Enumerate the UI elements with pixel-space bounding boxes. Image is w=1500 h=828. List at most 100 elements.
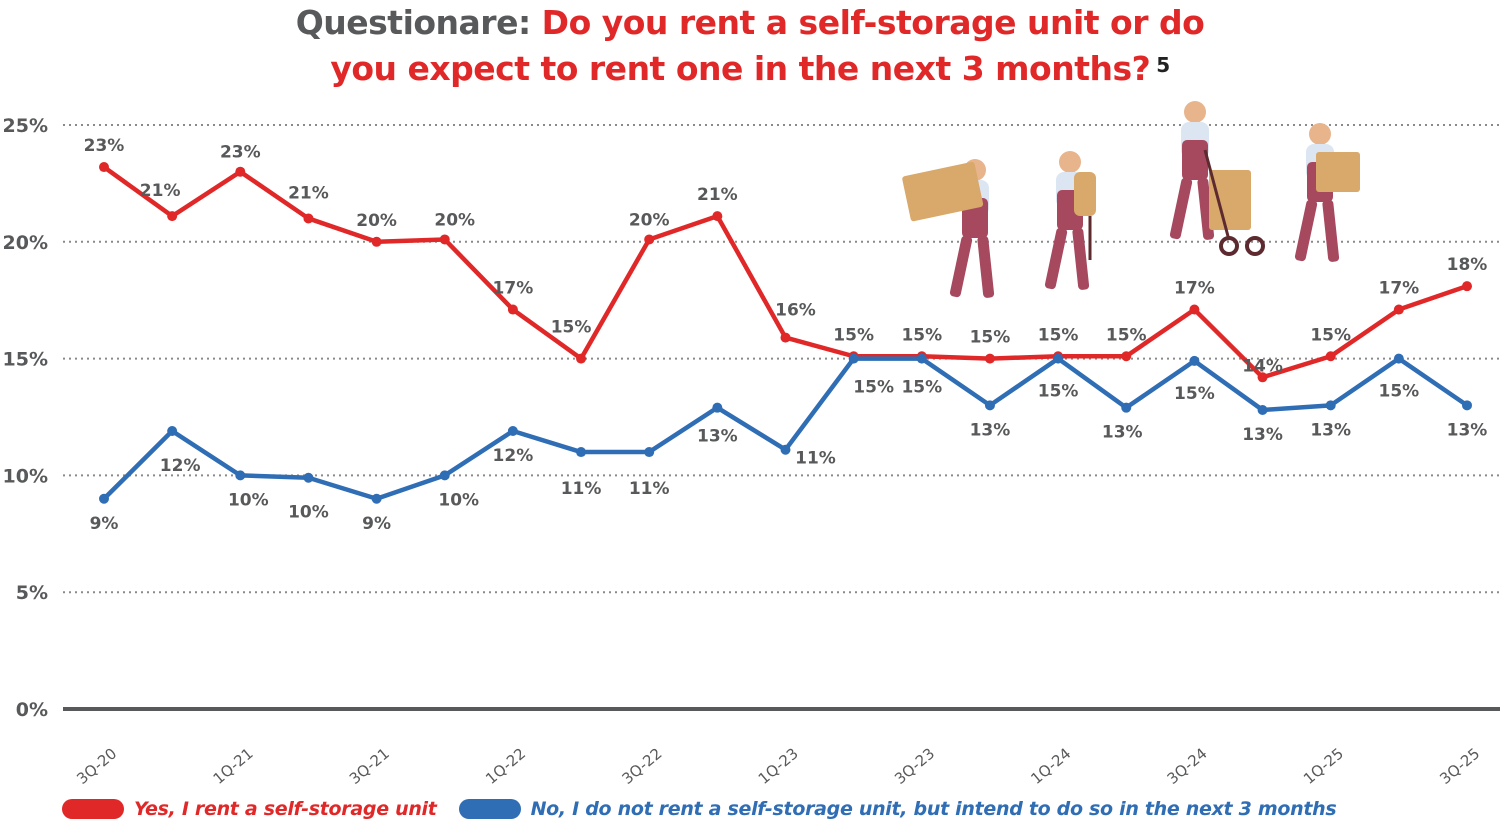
- data-point: [780, 444, 791, 455]
- x-tick-label: 3Q-23: [891, 744, 938, 788]
- data-label: 15%: [853, 378, 894, 398]
- data-point: [1189, 355, 1200, 366]
- data-labels: 23% 21% 23% 21% 20% 20% 17% 15% 20% 21% 16% 15% 15% 1…: [84, 136, 1488, 534]
- data-label: 12%: [160, 456, 201, 476]
- title-lead: Questionare:: [295, 3, 531, 42]
- data-point: [99, 162, 109, 173]
- x-tick-label: 1Q-21: [210, 744, 257, 788]
- x-tick-label: 3Q-22: [618, 744, 665, 788]
- x-tick-label: 1Q-22: [482, 744, 529, 788]
- title-footnote: 5: [1156, 53, 1170, 77]
- data-label: 17%: [493, 279, 534, 299]
- data-label: 15%: [1174, 384, 1215, 404]
- data-label: 20%: [434, 210, 475, 230]
- data-point: [1189, 304, 1200, 315]
- legend-label-yes: Yes, I rent a self-storage unit: [134, 798, 437, 820]
- data-label: 13%: [1310, 420, 1351, 440]
- x-tick-label: 3Q-24: [1164, 744, 1211, 788]
- data-point: [99, 493, 109, 504]
- data-label: 9%: [362, 514, 391, 534]
- y-gridlines: 0% 5% 10% 15% 20% 25%: [3, 115, 1500, 721]
- title-line-2: you expect to rent one in the next 3 mon…: [0, 46, 1500, 92]
- legend-item-no: No, I do not rent a self-storage unit, b…: [458, 798, 1337, 820]
- legend-swatch-no: [458, 799, 521, 819]
- chart-title: Questionare: Do you rent a self-storage …: [0, 0, 1500, 92]
- data-point: [1393, 304, 1404, 315]
- x-tick-label: 3Q-25: [1436, 744, 1483, 788]
- data-point: [507, 426, 518, 437]
- y-tick-label: 5%: [16, 582, 48, 604]
- legend: Yes, I rent a self-storage unit No, I do…: [62, 798, 1358, 820]
- data-point: [712, 211, 723, 222]
- data-label: 11%: [795, 449, 836, 469]
- data-series: [99, 162, 1472, 504]
- data-label: 17%: [1378, 279, 1419, 299]
- y-tick-label: 0%: [16, 699, 48, 721]
- data-label: 15%: [901, 378, 942, 398]
- data-point: [235, 166, 246, 177]
- data-label: 23%: [220, 143, 261, 163]
- data-point: [303, 213, 314, 224]
- data-label: 13%: [970, 420, 1011, 440]
- x-axis-labels: 3Q-20 1Q-21 3Q-21 1Q-22 3Q-22 1Q-23 3Q-23 1Q-24…: [73, 744, 1483, 788]
- data-point: [1121, 402, 1132, 413]
- x-tick-label: 3Q-20: [73, 744, 120, 788]
- data-point: [167, 211, 178, 222]
- data-label: 15%: [833, 325, 874, 345]
- data-point: [916, 353, 927, 364]
- data-label: 13%: [697, 427, 738, 447]
- data-point: [1393, 353, 1404, 364]
- mover-figure: [1044, 151, 1096, 290]
- data-label: 15%: [1378, 382, 1419, 402]
- mover-figure: [1294, 123, 1360, 262]
- data-point: [1325, 351, 1336, 362]
- data-label: 20%: [356, 211, 397, 231]
- data-point: [1325, 400, 1336, 411]
- data-point: [644, 447, 655, 458]
- data-label: 21%: [697, 185, 738, 205]
- data-label: 10%: [288, 503, 329, 523]
- legend-swatch-yes: [62, 799, 124, 819]
- legend-label-no: No, I do not rent a self-storage unit, b…: [530, 798, 1337, 820]
- data-point: [167, 426, 178, 437]
- data-label: 21%: [140, 181, 181, 201]
- data-point: [780, 332, 791, 343]
- x-tick-label: 3Q-21: [346, 744, 393, 788]
- data-label: 15%: [970, 328, 1011, 348]
- data-point: [439, 234, 450, 245]
- data-point: [439, 470, 450, 481]
- data-label: 21%: [288, 183, 329, 203]
- data-point: [1462, 400, 1472, 411]
- title-line-1: Questionare: Do you rent a self-storage …: [0, 0, 1500, 46]
- x-tick-label: 1Q-24: [1027, 744, 1074, 788]
- data-point: [712, 402, 723, 413]
- data-label: 20%: [629, 210, 670, 230]
- data-label: 15%: [1106, 325, 1147, 345]
- data-point: [303, 472, 314, 483]
- data-label: 10%: [438, 490, 479, 510]
- data-point: [576, 353, 587, 364]
- x-tick-label: 1Q-23: [755, 744, 802, 788]
- data-label: 17%: [1174, 279, 1215, 299]
- data-point: [848, 353, 859, 364]
- data-point: [1257, 372, 1268, 383]
- mover-figure: [902, 159, 995, 298]
- data-label: 9%: [90, 514, 119, 534]
- data-label: 13%: [1102, 423, 1143, 443]
- y-tick-label: 25%: [3, 115, 48, 137]
- data-label: 15%: [1038, 325, 1079, 345]
- data-point: [576, 447, 587, 458]
- data-label: 16%: [775, 301, 816, 321]
- title-question-2: you expect to rent one in the next 3 mon…: [330, 49, 1151, 88]
- data-label: 23%: [84, 136, 125, 156]
- data-label: 13%: [1447, 420, 1488, 440]
- data-label: 14%: [1242, 356, 1283, 376]
- data-label: 12%: [493, 446, 534, 466]
- data-point: [1053, 353, 1064, 364]
- data-point: [235, 470, 246, 481]
- data-label: 15%: [551, 318, 592, 338]
- y-tick-label: 10%: [3, 465, 48, 487]
- data-label: 10%: [228, 490, 269, 510]
- data-point: [984, 353, 995, 364]
